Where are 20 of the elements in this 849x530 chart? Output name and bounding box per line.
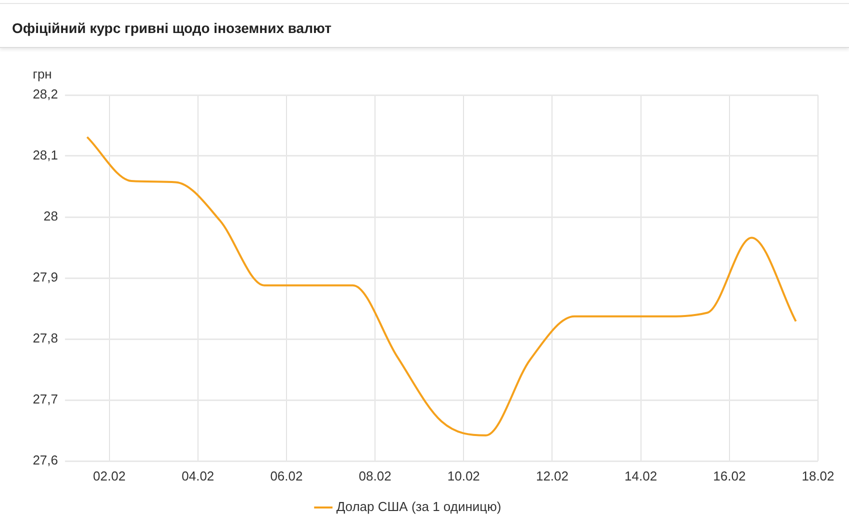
legend-label: Долар США (за 1 одиницю) <box>336 499 502 514</box>
x-tick-label: 02.02 <box>93 468 126 484</box>
x-tick-label: 08.02 <box>358 468 392 484</box>
x-tick-label: 04.02 <box>182 468 214 484</box>
x-tick-label: 12.02 <box>536 468 569 484</box>
y-tick-label: 27,9 <box>32 270 58 285</box>
x-tick-label: 16.02 <box>713 468 746 484</box>
x-tick-label: 14.02 <box>624 468 658 484</box>
y-axis-title: грн <box>32 66 52 82</box>
y-tick-label: 27,6 <box>32 452 58 468</box>
line-series <box>86 136 797 436</box>
y-tick-label: 28,1 <box>32 148 58 163</box>
y-tick-label: 28,2 <box>32 86 58 102</box>
x-tick-label: 18.02 <box>802 468 834 484</box>
x-tick-label: 06.02 <box>270 468 303 484</box>
chart-title: Офіційний курс гривні щодо іноземних валют <box>12 20 332 36</box>
y-tick-label: 27,8 <box>32 330 58 346</box>
y-tick-label: 28 <box>44 208 58 224</box>
x-tick-label: 10.02 <box>447 468 480 484</box>
y-tick-label: 27,7 <box>32 392 58 407</box>
